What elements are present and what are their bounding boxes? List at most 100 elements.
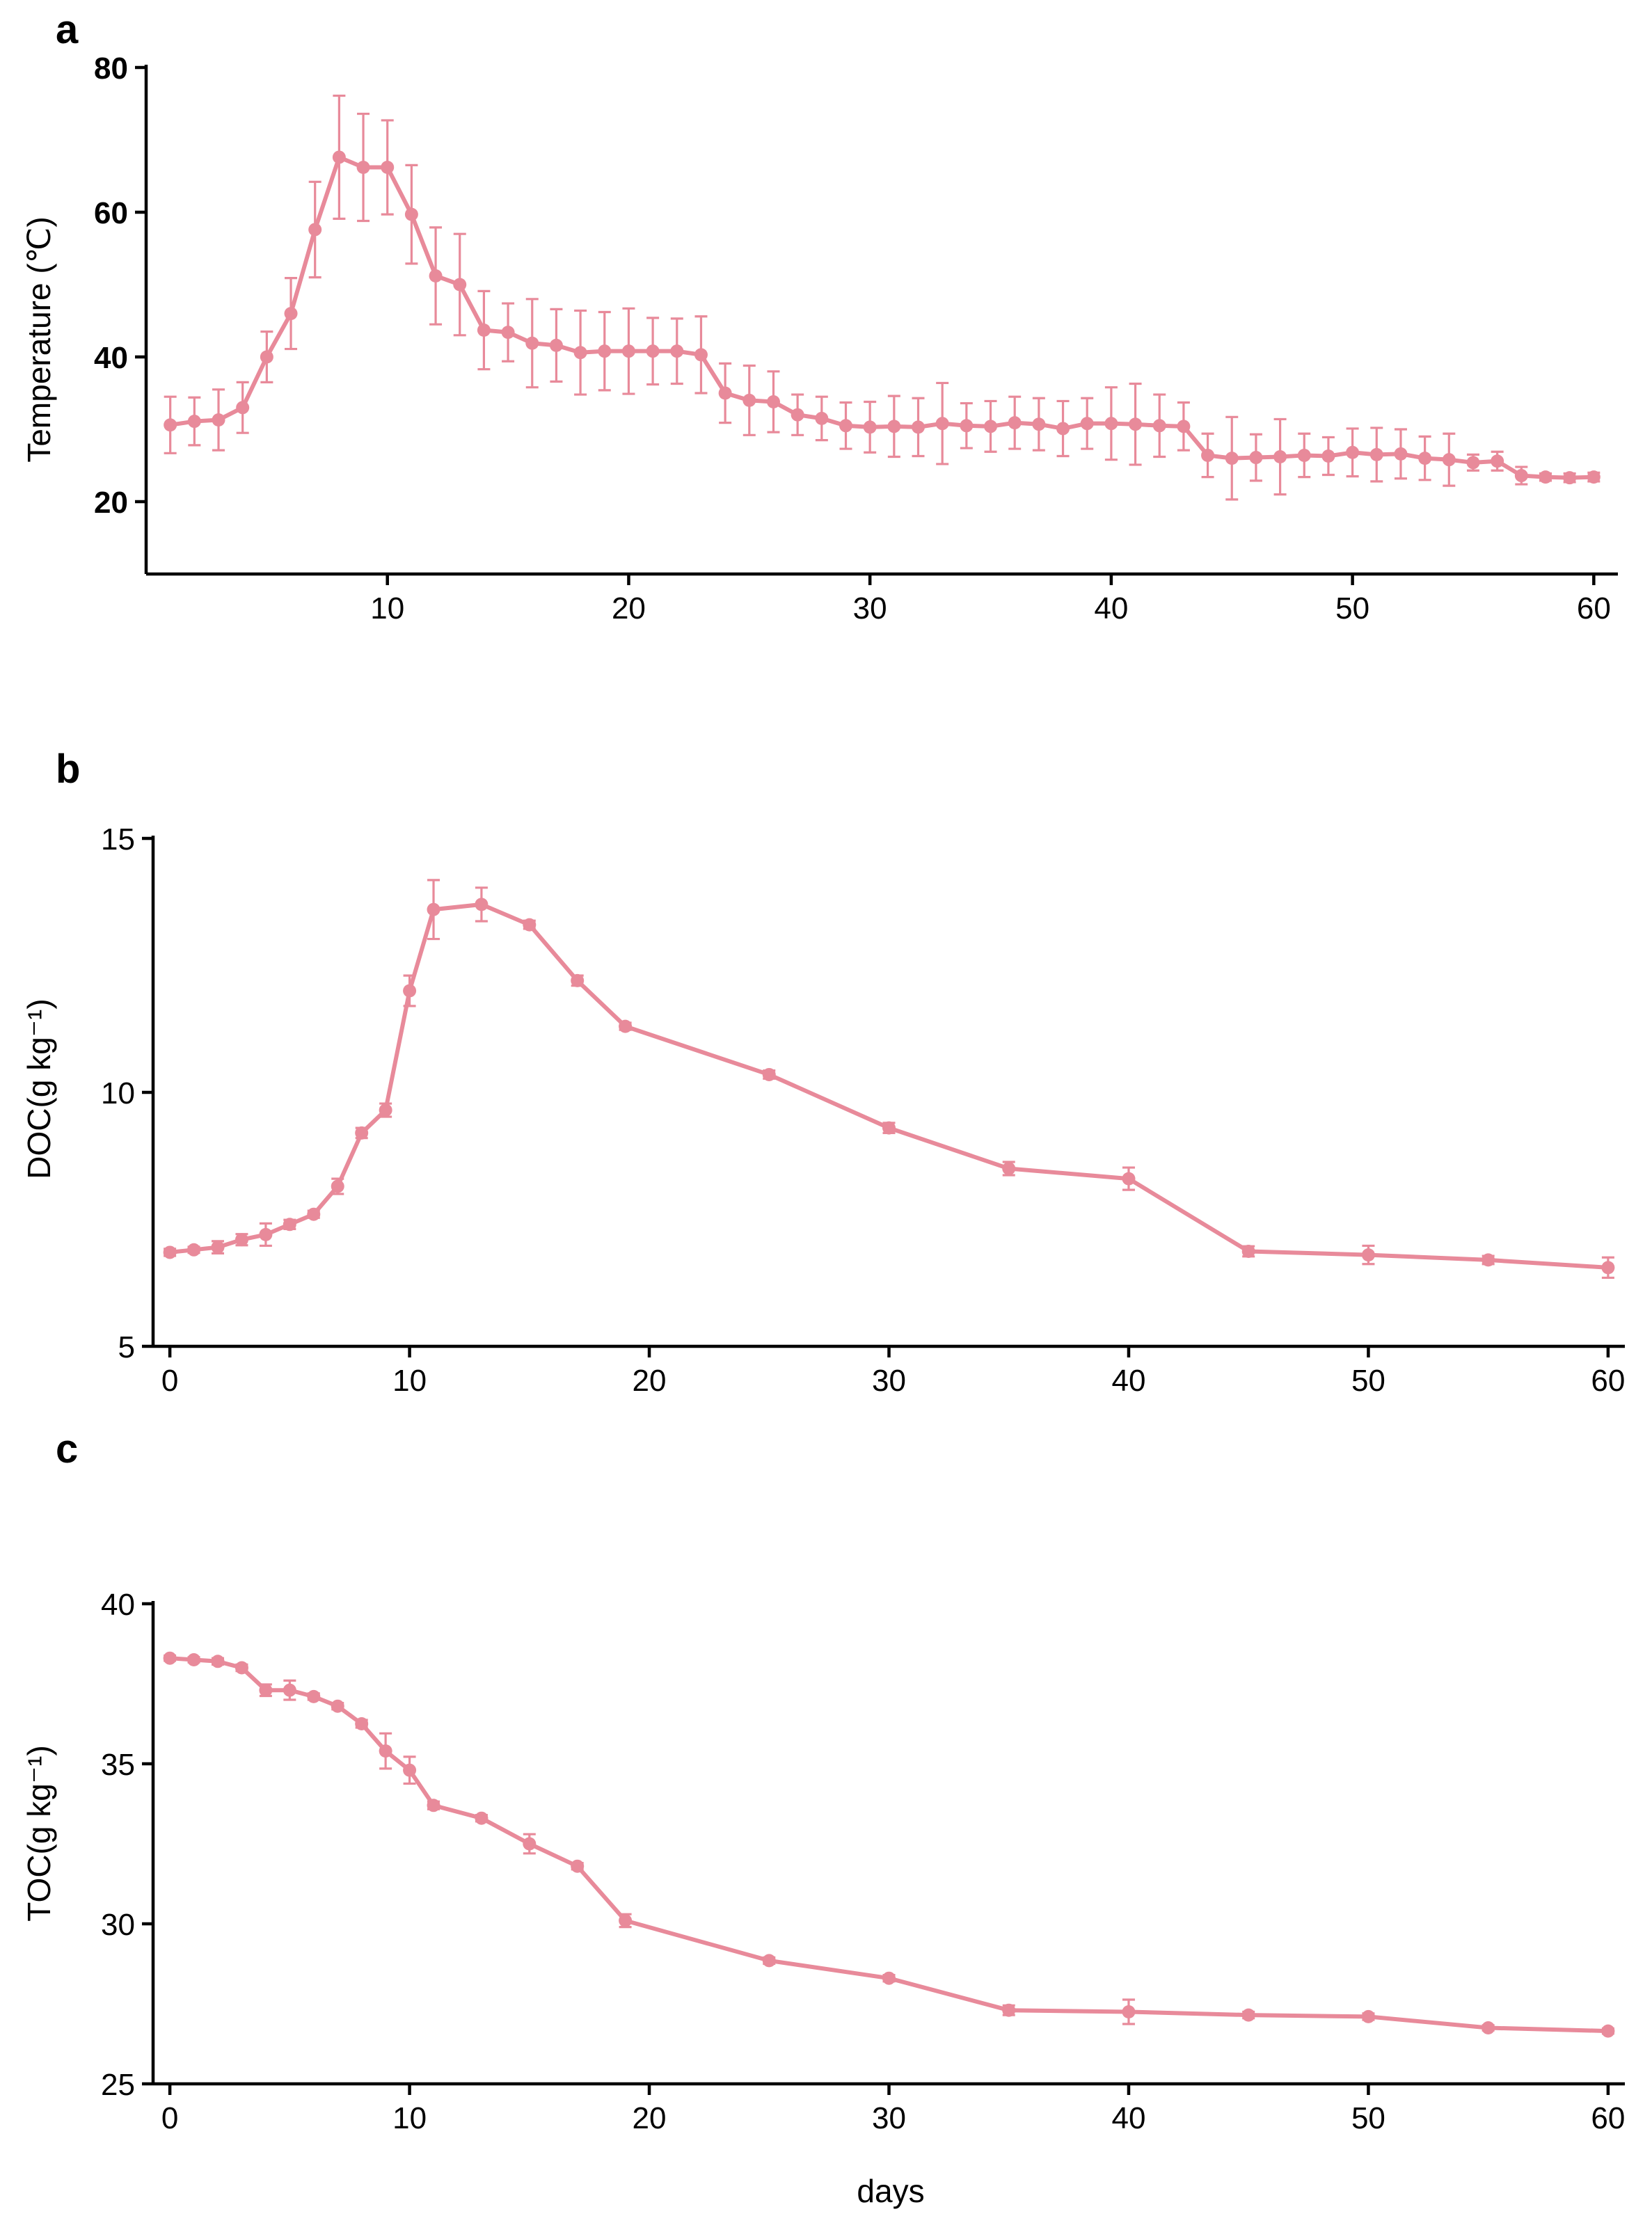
data-point bbox=[815, 411, 829, 425]
panel-b-doc: b DOC(g kg⁻¹) 5 10 15 0 10 20 30 40 50 60 bbox=[21, 747, 1625, 1398]
data-point bbox=[307, 1207, 321, 1221]
y-tick-label: 30 bbox=[101, 1908, 135, 1942]
data-point bbox=[1442, 453, 1456, 467]
data-point bbox=[1241, 2008, 1255, 2022]
data-point bbox=[1418, 452, 1432, 465]
panel-a-temperature: a Temperature (℃) 20 40 60 80 10 20 30 40 50 60 bbox=[21, 7, 1618, 626]
data-point bbox=[912, 420, 926, 434]
data-point bbox=[1129, 417, 1143, 431]
data-point bbox=[211, 1655, 225, 1668]
x-tick-label: 10 bbox=[370, 591, 404, 626]
data-point bbox=[429, 269, 443, 283]
data-point bbox=[187, 1653, 201, 1666]
x-tick-label: 50 bbox=[1351, 2101, 1385, 2135]
data-point bbox=[1297, 448, 1311, 462]
data-point bbox=[379, 1744, 392, 1758]
data-point bbox=[619, 1913, 633, 1927]
data-point bbox=[1361, 2009, 1375, 2023]
data-points-b bbox=[163, 898, 1615, 1275]
data-point bbox=[475, 1811, 489, 1825]
x-tick-label: 40 bbox=[1111, 2101, 1145, 2135]
data-point bbox=[307, 1689, 321, 1703]
data-point bbox=[960, 419, 974, 433]
data-point bbox=[863, 420, 877, 434]
data-point bbox=[235, 1233, 248, 1247]
data-point bbox=[1273, 450, 1287, 464]
y-tick-label: 5 bbox=[118, 1330, 135, 1364]
x-tick-label: 20 bbox=[633, 2101, 667, 2135]
x-tick-label: 30 bbox=[853, 591, 887, 626]
data-point bbox=[404, 207, 418, 221]
data-point bbox=[839, 419, 852, 433]
axes-a: 20 40 60 80 10 20 30 40 50 60 bbox=[94, 51, 1618, 626]
y-axis-title-temperature: Temperature (℃) bbox=[21, 216, 57, 462]
data-point bbox=[187, 415, 201, 429]
x-tick-label: 20 bbox=[633, 1364, 667, 1398]
x-tick-label: 40 bbox=[1094, 591, 1128, 626]
data-point bbox=[236, 401, 250, 415]
x-tick-label: 60 bbox=[1591, 2101, 1625, 2135]
data-point bbox=[1225, 452, 1239, 465]
data-point bbox=[1152, 419, 1166, 433]
data-point bbox=[1032, 417, 1046, 431]
data-point bbox=[379, 1103, 392, 1117]
data-point bbox=[1008, 416, 1022, 430]
series-line bbox=[169, 902, 1609, 1270]
data-point bbox=[259, 1683, 273, 1697]
data-point bbox=[1321, 449, 1335, 463]
data-point bbox=[164, 418, 177, 432]
data-point bbox=[935, 417, 949, 431]
data-point bbox=[573, 346, 587, 360]
data-point bbox=[1241, 1244, 1255, 1258]
data-point bbox=[212, 413, 225, 427]
data-point bbox=[1249, 451, 1263, 465]
data-point bbox=[477, 324, 491, 337]
x-tick-label: 30 bbox=[872, 2101, 906, 2135]
series-line-b bbox=[169, 902, 1609, 1270]
data-point bbox=[355, 1126, 369, 1140]
data-point bbox=[475, 898, 489, 911]
data-point bbox=[598, 344, 612, 358]
data-point bbox=[187, 1243, 201, 1257]
error-bars-b bbox=[164, 879, 1614, 1280]
axes-c: 25 30 35 40 0 10 20 30 40 50 60 bbox=[101, 1588, 1625, 2135]
data-point bbox=[283, 1683, 296, 1697]
data-point bbox=[1587, 470, 1601, 484]
data-point bbox=[355, 1717, 369, 1730]
data-point bbox=[235, 1661, 248, 1675]
data-point bbox=[1514, 469, 1528, 483]
data-point bbox=[163, 1651, 177, 1665]
data-point bbox=[1361, 1248, 1375, 1262]
data-point bbox=[163, 1245, 177, 1259]
data-point bbox=[1491, 454, 1504, 468]
data-point bbox=[621, 344, 635, 358]
data-point bbox=[403, 1763, 417, 1777]
axes-b: 5 10 15 0 10 20 30 40 50 60 bbox=[101, 822, 1625, 1398]
panel-c-toc: c TOC(g kg⁻¹) 25 30 35 40 0 10 20 30 40 50 60 bbox=[21, 1426, 1625, 2135]
data-point bbox=[791, 408, 804, 422]
data-point bbox=[308, 223, 322, 237]
data-point bbox=[403, 984, 417, 998]
x-tick-label: 50 bbox=[1351, 1364, 1385, 1398]
y-tick-label: 25 bbox=[101, 2068, 135, 2102]
data-point bbox=[1482, 1253, 1495, 1267]
data-point bbox=[427, 902, 440, 916]
data-point bbox=[571, 973, 585, 987]
y-axis-title-toc: TOC(g kg⁻¹) bbox=[21, 1745, 57, 1921]
x-tick-label: 60 bbox=[1591, 1364, 1625, 1398]
data-point bbox=[1002, 1162, 1016, 1175]
data-point bbox=[1104, 417, 1118, 431]
data-point bbox=[762, 1067, 776, 1081]
data-point bbox=[882, 1121, 896, 1135]
data-point bbox=[381, 161, 395, 175]
y-tick-label: 80 bbox=[94, 51, 128, 86]
panel-label-a: a bbox=[56, 7, 79, 52]
data-points-c bbox=[163, 1651, 1615, 2038]
data-point bbox=[1601, 2024, 1615, 2038]
data-point bbox=[646, 344, 660, 358]
y-tick-label: 10 bbox=[101, 1076, 135, 1110]
data-point bbox=[1394, 447, 1408, 461]
data-point bbox=[742, 393, 756, 407]
data-point bbox=[984, 420, 998, 433]
data-point bbox=[694, 348, 708, 362]
